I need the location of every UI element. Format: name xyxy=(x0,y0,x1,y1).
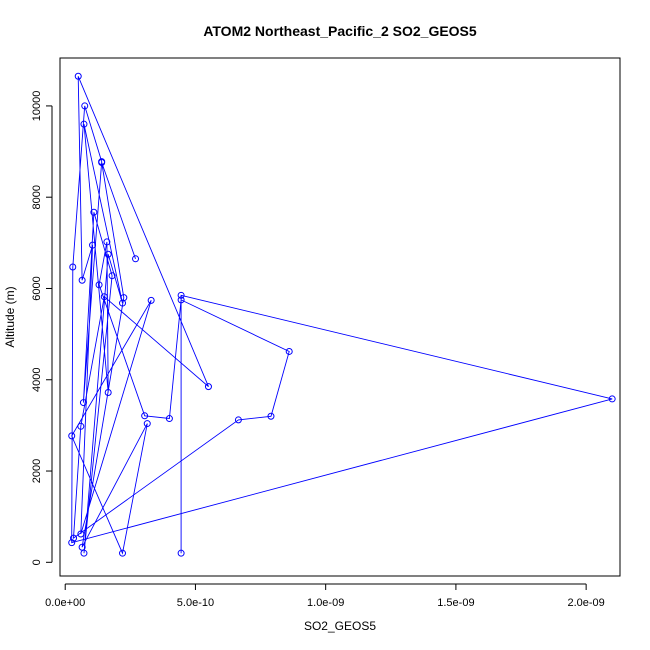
data-point xyxy=(104,389,112,397)
data-point xyxy=(78,276,86,284)
data-point xyxy=(68,432,76,440)
series-layer xyxy=(68,72,616,557)
data-point xyxy=(95,281,103,289)
y-tick-label: 2000 xyxy=(31,459,43,483)
data-point xyxy=(68,539,76,547)
series-line xyxy=(71,76,613,555)
data-point xyxy=(69,263,77,271)
data-point xyxy=(78,543,86,551)
x-tick-label: 1.5e-09 xyxy=(437,597,474,609)
data-point xyxy=(267,412,275,420)
data-point xyxy=(77,530,85,538)
data-point xyxy=(70,534,78,542)
data-point xyxy=(177,291,185,299)
data-point xyxy=(177,549,185,557)
data-point xyxy=(234,416,242,424)
data-point xyxy=(608,395,616,403)
y-tick-label: 10000 xyxy=(31,91,43,122)
y-axis: 0 2000 4000 6000 8000 10000 xyxy=(31,91,53,565)
data-point xyxy=(141,412,149,420)
data-point xyxy=(177,296,185,304)
y-axis-label: Altitude (m) xyxy=(3,286,17,347)
data-point xyxy=(103,238,111,246)
data-point xyxy=(90,208,98,216)
data-point xyxy=(98,159,106,167)
data-point xyxy=(79,399,87,407)
x-tick-label: 2.0e-09 xyxy=(567,597,604,609)
x-tick-label: 0.0e+00 xyxy=(45,597,85,609)
x-axis-label: SO2_GEOS5 xyxy=(304,619,376,633)
data-point xyxy=(119,549,127,557)
y-tick-label: 4000 xyxy=(31,368,43,392)
data-point xyxy=(108,272,116,280)
plot-frame xyxy=(59,57,621,577)
x-tick-label: 1.0e-09 xyxy=(307,597,344,609)
data-point xyxy=(120,294,128,302)
y-tick-label: 0 xyxy=(31,559,43,565)
chart-title: ATOM2 Northeast_Pacific_2 SO2_GEOS5 xyxy=(203,23,477,39)
data-point xyxy=(104,250,112,258)
data-point xyxy=(165,415,173,423)
data-point xyxy=(285,347,293,355)
x-tick-label: 5.0e-10 xyxy=(177,597,214,609)
data-point xyxy=(204,383,212,391)
data-point xyxy=(77,422,85,430)
data-point xyxy=(89,241,97,249)
data-point xyxy=(147,296,155,304)
data-point xyxy=(81,102,89,110)
x-axis: 0.0e+00 5.0e-10 1.0e-09 1.5e-09 2.0e-09 xyxy=(45,583,605,609)
y-tick-label: 8000 xyxy=(31,185,43,209)
y-tick-label: 6000 xyxy=(31,276,43,300)
data-point xyxy=(74,72,82,80)
data-point xyxy=(132,255,140,263)
data-point xyxy=(143,420,151,428)
data-point xyxy=(100,293,108,301)
data-point xyxy=(80,120,88,128)
